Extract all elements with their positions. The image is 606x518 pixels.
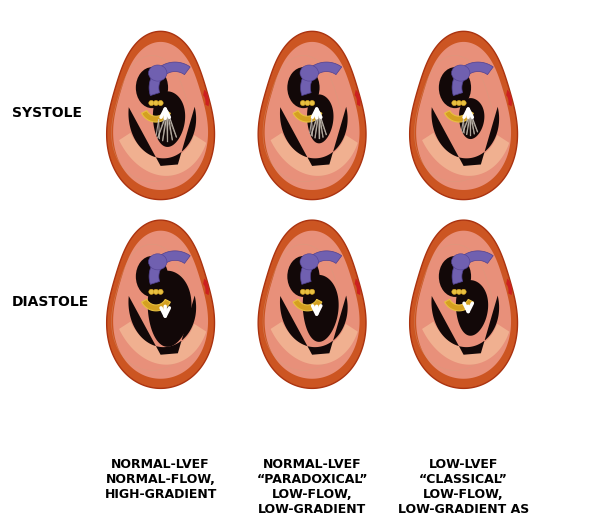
Ellipse shape: [158, 100, 163, 106]
Ellipse shape: [148, 254, 167, 270]
Ellipse shape: [456, 289, 462, 294]
Ellipse shape: [451, 254, 470, 270]
Polygon shape: [307, 94, 333, 143]
Text: DIASTOLE: DIASTOLE: [12, 295, 89, 309]
Polygon shape: [270, 322, 358, 365]
Polygon shape: [355, 279, 361, 295]
Polygon shape: [410, 32, 518, 199]
Polygon shape: [149, 251, 190, 284]
Polygon shape: [258, 32, 366, 199]
Polygon shape: [293, 299, 322, 311]
Polygon shape: [148, 271, 191, 347]
Polygon shape: [119, 133, 206, 176]
Ellipse shape: [452, 289, 457, 294]
Ellipse shape: [461, 100, 466, 106]
Ellipse shape: [287, 256, 319, 297]
Ellipse shape: [153, 100, 159, 106]
Text: NORMAL-LVEF
NORMAL-FLOW,
HIGH-GRADIENT: NORMAL-LVEF NORMAL-FLOW, HIGH-GRADIENT: [104, 458, 217, 501]
Polygon shape: [258, 220, 366, 388]
Polygon shape: [506, 279, 512, 295]
Polygon shape: [280, 296, 348, 355]
Polygon shape: [431, 107, 499, 166]
Polygon shape: [142, 111, 170, 122]
Ellipse shape: [153, 289, 159, 294]
Ellipse shape: [452, 100, 457, 106]
Ellipse shape: [305, 100, 310, 106]
Polygon shape: [113, 231, 208, 379]
Ellipse shape: [149, 289, 154, 294]
Polygon shape: [355, 90, 361, 106]
Ellipse shape: [439, 67, 471, 108]
Polygon shape: [113, 42, 208, 190]
Polygon shape: [280, 107, 348, 166]
Polygon shape: [422, 133, 509, 176]
Ellipse shape: [456, 100, 462, 106]
Ellipse shape: [301, 100, 305, 106]
Ellipse shape: [136, 256, 168, 297]
Ellipse shape: [310, 289, 315, 294]
Polygon shape: [452, 251, 493, 284]
Ellipse shape: [287, 67, 319, 108]
Polygon shape: [303, 275, 339, 342]
Polygon shape: [293, 111, 322, 122]
Ellipse shape: [305, 289, 310, 294]
Ellipse shape: [301, 289, 305, 294]
Polygon shape: [410, 220, 518, 388]
Polygon shape: [119, 322, 206, 365]
Text: SYSTOLE: SYSTOLE: [12, 106, 82, 120]
Polygon shape: [149, 62, 190, 96]
Ellipse shape: [158, 289, 163, 294]
Polygon shape: [445, 111, 473, 122]
Polygon shape: [128, 296, 196, 355]
Polygon shape: [128, 107, 196, 166]
Ellipse shape: [149, 100, 154, 106]
Polygon shape: [301, 62, 342, 96]
Polygon shape: [445, 299, 473, 311]
Ellipse shape: [148, 65, 167, 81]
Polygon shape: [422, 322, 509, 365]
Polygon shape: [416, 42, 511, 190]
Ellipse shape: [461, 289, 466, 294]
Ellipse shape: [451, 65, 470, 81]
Polygon shape: [456, 280, 488, 336]
Polygon shape: [265, 231, 359, 379]
Polygon shape: [265, 42, 359, 190]
Polygon shape: [416, 231, 511, 379]
Ellipse shape: [310, 100, 315, 106]
Polygon shape: [459, 98, 484, 139]
Polygon shape: [107, 32, 215, 199]
Polygon shape: [506, 90, 512, 106]
Polygon shape: [107, 220, 215, 388]
Text: LOW-LVEF
“CLASSICAL”
LOW-FLOW,
LOW-GRADIENT AS: LOW-LVEF “CLASSICAL” LOW-FLOW, LOW-GRADI…: [398, 458, 529, 516]
Ellipse shape: [439, 256, 471, 297]
Polygon shape: [270, 133, 358, 176]
Text: NORMAL-LVEF
“PARADOXICAL”
LOW-FLOW,
LOW-GRADIENT: NORMAL-LVEF “PARADOXICAL” LOW-FLOW, LOW-…: [256, 458, 368, 516]
Polygon shape: [153, 91, 185, 147]
Ellipse shape: [136, 67, 168, 108]
Ellipse shape: [300, 65, 318, 81]
Ellipse shape: [300, 254, 318, 270]
Polygon shape: [203, 279, 209, 295]
Polygon shape: [301, 251, 342, 284]
Polygon shape: [452, 62, 493, 96]
Polygon shape: [431, 296, 499, 355]
Polygon shape: [142, 299, 170, 311]
Polygon shape: [203, 90, 209, 106]
